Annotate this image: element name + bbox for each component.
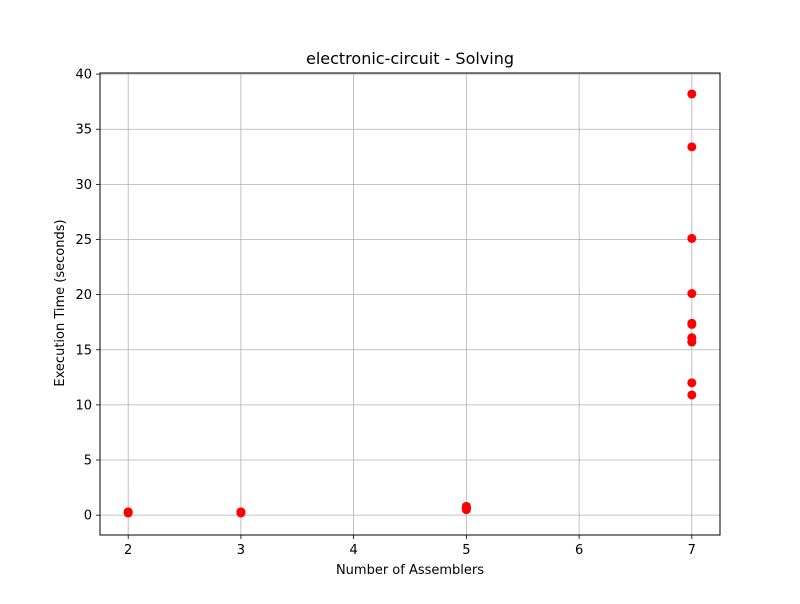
x-axis-ticks: 2 3 4 5 6 7 bbox=[124, 535, 696, 558]
scatter-point bbox=[687, 378, 697, 388]
grid-lines bbox=[100, 73, 720, 535]
scatter-point bbox=[687, 142, 697, 152]
y-tick-label: 5 bbox=[84, 454, 92, 469]
x-tick-label: 2 bbox=[124, 543, 132, 558]
y-tick-label: 25 bbox=[75, 233, 92, 248]
x-tick-label: 4 bbox=[349, 543, 357, 558]
scatter-point bbox=[687, 289, 697, 299]
y-tick-label: 15 bbox=[75, 343, 92, 358]
scatter-point bbox=[687, 390, 697, 400]
plot-frame bbox=[99, 72, 721, 536]
x-axis-label: Number of Assemblers bbox=[336, 563, 484, 578]
data-points bbox=[123, 89, 697, 518]
scatter-point bbox=[236, 507, 246, 517]
x-tick-label: 5 bbox=[462, 543, 470, 558]
y-tick-label: 30 bbox=[75, 178, 92, 193]
y-tick-label: 35 bbox=[75, 123, 92, 138]
scatter-point bbox=[461, 501, 471, 511]
y-axis-ticks: 0 5 10 15 20 25 30 35 40 bbox=[75, 68, 100, 524]
scatter-point bbox=[687, 318, 697, 328]
plot-area bbox=[100, 73, 720, 535]
scatter-point bbox=[687, 337, 697, 347]
y-axis-label: Execution Time (seconds) bbox=[53, 219, 68, 386]
chart-title: electronic-circuit - Solving bbox=[306, 49, 514, 68]
scatter-point bbox=[123, 507, 133, 517]
y-tick-label: 10 bbox=[75, 398, 92, 413]
y-tick-label: 20 bbox=[75, 288, 92, 303]
x-tick-label: 6 bbox=[575, 543, 583, 558]
scatter-point bbox=[687, 233, 697, 243]
y-tick-label: 0 bbox=[84, 509, 92, 524]
x-tick-label: 7 bbox=[688, 543, 696, 558]
scatter-point bbox=[687, 89, 697, 99]
x-tick-label: 3 bbox=[237, 543, 245, 558]
y-tick-label: 40 bbox=[75, 68, 92, 83]
